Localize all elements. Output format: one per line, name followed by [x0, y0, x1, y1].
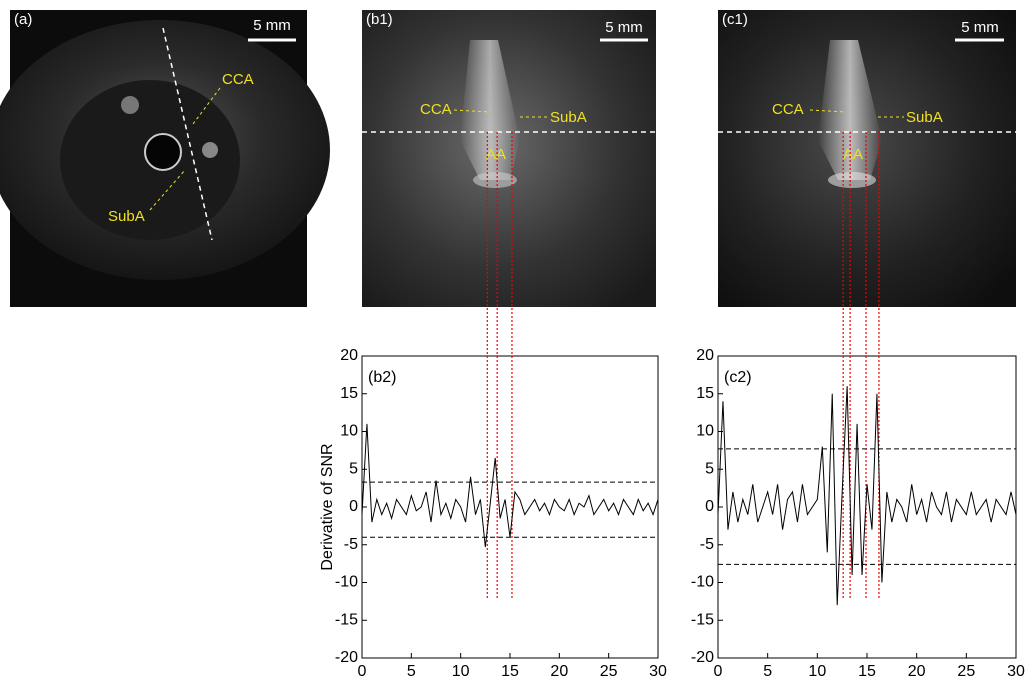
annotation: SubA	[550, 109, 587, 126]
data-line	[717, 386, 1017, 606]
data-line	[361, 423, 659, 548]
annotation: CCA	[222, 71, 254, 88]
y-tick-label: -15	[691, 611, 714, 628]
x-tick-label: 5	[763, 663, 772, 680]
annotation: SubA	[108, 208, 145, 225]
x-tick-label: 15	[501, 663, 519, 680]
x-tick-label: 5	[407, 663, 416, 680]
y-tick-label: 0	[349, 498, 358, 515]
image-c1: (c1) 5 mm CCA SubA AA	[718, 10, 1016, 307]
y-tick-label: 20	[340, 347, 358, 364]
y-tick-label: -20	[691, 649, 714, 666]
y-tick-label: 5	[349, 460, 358, 477]
x-tick-label: 25	[600, 663, 618, 680]
panel-label: (b1)	[366, 11, 393, 28]
y-tick-label: -5	[700, 536, 714, 553]
y-tick-label: -20	[335, 649, 358, 666]
y-tick-label: -5	[344, 536, 358, 553]
y-tick-label: -10	[335, 574, 358, 591]
annotation: SubA	[906, 109, 943, 126]
y-tick-label: 10	[696, 423, 714, 440]
x-tick-label: 15	[858, 663, 876, 680]
y-tick-label: 10	[340, 423, 358, 440]
x-tick-label: 0	[358, 663, 367, 680]
annotation: AA	[486, 146, 506, 163]
annotation: CCA	[420, 101, 452, 118]
x-tick-label: 25	[957, 663, 975, 680]
y-tick-label: 15	[340, 385, 358, 402]
x-tick-label: 20	[908, 663, 926, 680]
plot-frame	[361, 355, 659, 659]
y-tick-label: -15	[335, 611, 358, 628]
y-tick-label: -10	[691, 574, 714, 591]
panel-label: (a)	[14, 11, 32, 28]
y-tick-label: 5	[705, 460, 714, 477]
x-tick-label: 20	[550, 663, 568, 680]
panel-label: (c2)	[724, 369, 752, 386]
y-tick-label: 15	[696, 385, 714, 402]
image-b1: (b1) 5 mm CCA SubA AA	[362, 10, 656, 307]
panel-label: (b2)	[368, 369, 396, 386]
annotation: AA	[843, 146, 863, 163]
y-axis-label: Derivative of SNR	[319, 443, 336, 570]
scale-bar-label: 5 mm	[253, 17, 291, 34]
x-tick-label: 10	[808, 663, 826, 680]
x-tick-label: 30	[1007, 663, 1025, 680]
y-tick-label: 20	[696, 347, 714, 364]
y-tick-label: 0	[705, 498, 714, 515]
annotation: CCA	[772, 101, 804, 118]
scale-bar-label: 5 mm	[605, 19, 643, 36]
x-tick-label: 30	[649, 663, 667, 680]
x-tick-label: 10	[452, 663, 470, 680]
image-a: (a) 5 mm CCA SubA	[0, 10, 330, 307]
x-tick-label: 0	[714, 663, 723, 680]
scale-bar-label: 5 mm	[961, 19, 999, 36]
panel-label: (c1)	[722, 11, 748, 28]
